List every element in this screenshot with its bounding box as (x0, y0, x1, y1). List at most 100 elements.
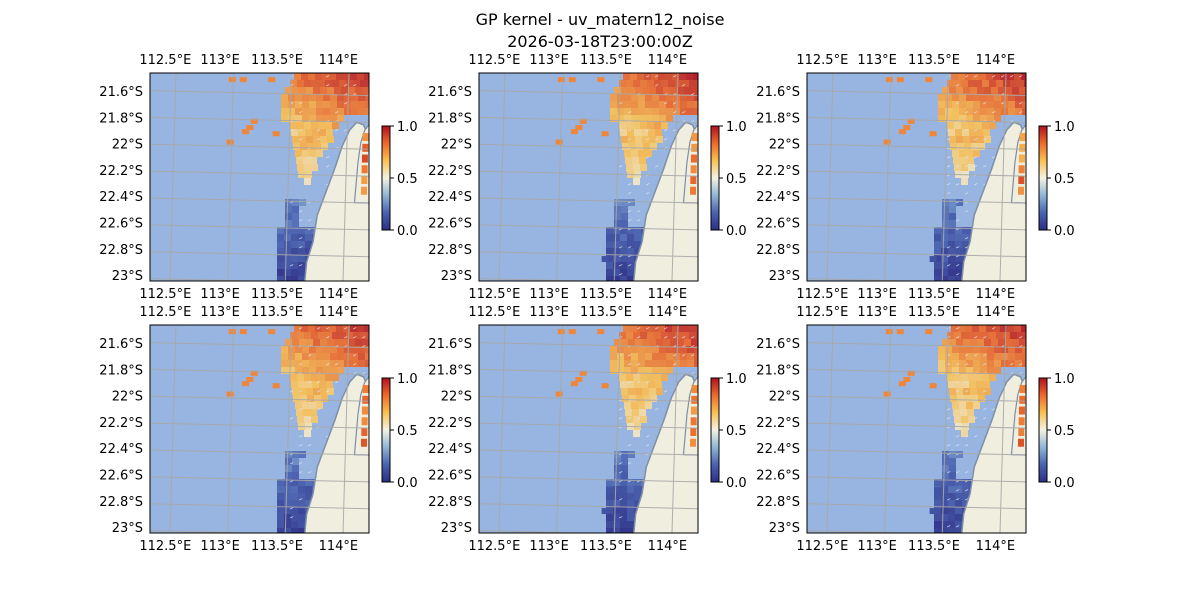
colorbar (1038, 125, 1048, 231)
map-panel-bottom-middle: 112.5°E 112.5°E 113°E 113°E 113.5°E 113.5°E 11… (428, 305, 746, 554)
land (961, 373, 1026, 533)
x-tick-label-bottom: 113.5°E (580, 539, 632, 554)
gridlines (479, 325, 698, 533)
x-tick-label-bottom: 112.5°E (796, 539, 848, 554)
y-tick-label: 22.4°S (428, 190, 472, 205)
colorbar-tick-label: 1.0 (726, 120, 747, 135)
x-tick-label-bottom: 114°E (976, 287, 1016, 302)
x-tick-label-bottom: 113.5°E (908, 539, 960, 554)
y-tick-label: 23°S (441, 269, 472, 284)
x-tick-label-top: 112.5°E (468, 53, 520, 68)
y-tick-label: 22.8°S (99, 243, 143, 258)
figure-subtitle: 2026-03-18T23:00:00Z (507, 32, 693, 51)
x-tick-label-top: 113°E (200, 53, 240, 68)
y-tick-label: 22°S (112, 390, 143, 405)
land (304, 121, 369, 281)
y-tick-label: 22°S (112, 138, 143, 153)
x-tick-label-top: 113.5°E (580, 305, 632, 320)
map-panel-top-left: 112.5°E 112.5°E 113°E 113°E 113.5°E 113.5°E 11… (99, 53, 417, 302)
y-tick-label: 22.8°S (428, 495, 472, 510)
y-tick-label: 21.8°S (756, 363, 800, 378)
x-tick-label-bottom: 112.5°E (139, 287, 191, 302)
colorbar-tick-label: 1.0 (1054, 372, 1075, 387)
land (961, 121, 1026, 281)
colorbar-tick-label: 0.5 (1054, 424, 1075, 439)
colorbar-tick-label: 1.0 (397, 372, 418, 387)
y-tick-label: 21.6°S (756, 85, 800, 100)
y-tick-label: 22.2°S (428, 164, 472, 179)
x-tick-label-top: 112.5°E (796, 53, 848, 68)
map-panel-bottom-left: 112.5°E 112.5°E 113°E 113°E 113.5°E 113.5°E 11… (99, 305, 417, 554)
y-tick-label: 22.2°S (428, 416, 472, 431)
x-tick-label-bottom: 113°E (529, 287, 569, 302)
x-tick-label-bottom: 112.5°E (468, 287, 520, 302)
y-tick-label: 21.6°S (99, 337, 143, 352)
x-tick-label-top: 113.5°E (580, 53, 632, 68)
colorbar-tick-label: 0.0 (1054, 476, 1075, 491)
x-tick-label-bottom: 114°E (648, 287, 688, 302)
colorbar-tick-label: 0.0 (397, 224, 418, 239)
x-tick-label-top: 112.5°E (796, 305, 848, 320)
x-tick-label-top: 113.5°E (251, 53, 303, 68)
x-tick-label-bottom: 112.5°E (796, 287, 848, 302)
y-tick-label: 21.6°S (428, 337, 472, 352)
map-frame (478, 72, 699, 282)
x-tick-label-bottom: 112.5°E (139, 539, 191, 554)
map-frame (149, 72, 370, 282)
y-tick-label: 22.6°S (756, 469, 800, 484)
y-tick-label: 22.4°S (99, 442, 143, 457)
map-panel-top-right: 112.5°E 112.5°E 113°E 113°E 113.5°E 113.5°E 11… (756, 53, 1074, 302)
y-tick-label: 22.8°S (756, 495, 800, 510)
y-tick-label: 23°S (441, 521, 472, 536)
x-tick-label-bottom: 113.5°E (251, 287, 303, 302)
colorbar (381, 377, 391, 483)
map-frame (149, 324, 370, 534)
x-tick-label-top: 113°E (529, 305, 569, 320)
y-tick-label: 22.4°S (756, 190, 800, 205)
y-tick-label: 22.4°S (756, 442, 800, 457)
colorbar-tick-label: 0.5 (726, 172, 747, 187)
y-tick-label: 22°S (769, 138, 800, 153)
x-tick-label-top: 113°E (857, 305, 897, 320)
map-frame (806, 72, 1027, 282)
land (633, 373, 698, 533)
y-tick-label: 22.2°S (756, 416, 800, 431)
colorbar-tick-label: 0.0 (726, 476, 747, 491)
x-tick-label-bottom: 113.5°E (251, 539, 303, 554)
y-tick-label: 21.6°S (99, 85, 143, 100)
x-tick-label-bottom: 112.5°E (468, 539, 520, 554)
land (304, 373, 369, 533)
colorbar-tick-label: 1.0 (1054, 120, 1075, 135)
colorbar (710, 125, 720, 231)
colorbar-tick-label: 0.5 (397, 172, 418, 187)
x-tick-label-bottom: 114°E (319, 287, 359, 302)
x-tick-label-top: 113.5°E (908, 53, 960, 68)
map-panel-top-middle: 112.5°E 112.5°E 113°E 113°E 113.5°E 113.5°E 11… (428, 53, 746, 302)
y-tick-label: 21.8°S (756, 111, 800, 126)
y-tick-label: 21.8°S (428, 111, 472, 126)
colorbar-tick-label: 0.0 (397, 476, 418, 491)
x-tick-label-bottom: 113°E (200, 287, 240, 302)
y-tick-label: 22.2°S (99, 416, 143, 431)
x-tick-label-bottom: 113.5°E (908, 287, 960, 302)
colorbar-tick-label: 1.0 (726, 372, 747, 387)
x-tick-label-top: 114°E (976, 53, 1016, 68)
map-frame (478, 324, 699, 534)
x-tick-label-bottom: 113°E (857, 287, 897, 302)
colorbar-tick-label: 1.0 (397, 120, 418, 135)
y-tick-label: 22°S (441, 138, 472, 153)
y-tick-label: 23°S (769, 521, 800, 536)
x-tick-label-top: 113.5°E (251, 305, 303, 320)
colorbar-tick-label: 0.0 (726, 224, 747, 239)
x-tick-label-bottom: 113°E (857, 539, 897, 554)
y-tick-label: 22.6°S (99, 217, 143, 232)
x-tick-label-bottom: 113°E (200, 539, 240, 554)
map-frame (806, 324, 1027, 534)
x-tick-label-bottom: 113°E (529, 539, 569, 554)
gridlines (807, 325, 1026, 533)
y-tick-label: 22.6°S (99, 469, 143, 484)
y-tick-label: 22.6°S (428, 469, 472, 484)
y-tick-label: 22.6°S (756, 217, 800, 232)
colorbar (381, 125, 391, 231)
